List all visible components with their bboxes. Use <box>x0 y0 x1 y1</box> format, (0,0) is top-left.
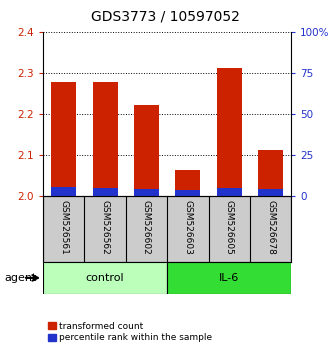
Text: GSM526602: GSM526602 <box>142 200 151 255</box>
Bar <box>217 188 242 196</box>
Bar <box>167 262 291 294</box>
Text: GSM526562: GSM526562 <box>101 200 110 255</box>
Bar <box>93 188 118 196</box>
Text: GSM526561: GSM526561 <box>59 200 68 255</box>
Bar <box>175 170 200 196</box>
Bar <box>258 150 283 196</box>
Text: GSM526678: GSM526678 <box>266 200 275 255</box>
Bar <box>134 189 159 196</box>
Bar <box>93 82 118 196</box>
Bar <box>51 82 76 196</box>
Text: control: control <box>86 273 124 283</box>
Bar <box>217 68 242 196</box>
Bar <box>134 105 159 196</box>
Text: GSM526605: GSM526605 <box>225 200 234 255</box>
Text: agent: agent <box>4 273 36 283</box>
Text: GSM526603: GSM526603 <box>183 200 192 255</box>
Bar <box>43 262 167 294</box>
Text: IL-6: IL-6 <box>219 273 239 283</box>
Bar <box>258 189 283 196</box>
Bar <box>175 190 200 196</box>
Bar <box>51 187 76 196</box>
Text: GDS3773 / 10597052: GDS3773 / 10597052 <box>91 9 240 23</box>
Legend: transformed count, percentile rank within the sample: transformed count, percentile rank withi… <box>48 322 213 342</box>
